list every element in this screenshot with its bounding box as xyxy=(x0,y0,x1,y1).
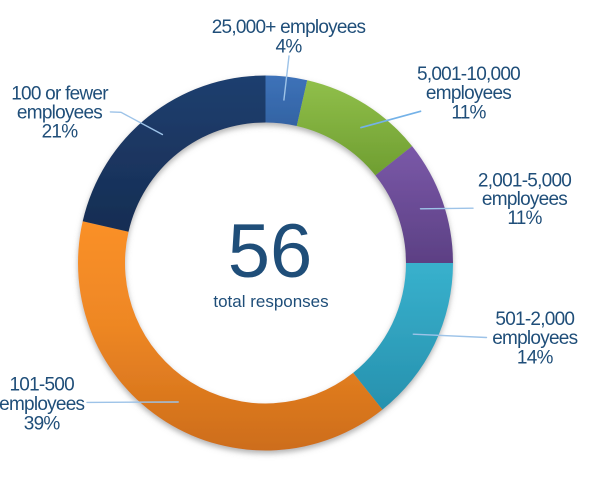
svg-text:5,001-10,000: 5,001-10,000 xyxy=(417,64,520,85)
svg-text:total responses: total responses xyxy=(213,292,328,311)
svg-text:11%: 11% xyxy=(507,208,542,229)
svg-text:2,001-5,000: 2,001-5,000 xyxy=(478,170,571,191)
svg-text:employees: employees xyxy=(482,189,567,210)
svg-text:501-2,000: 501-2,000 xyxy=(495,309,574,330)
svg-text:employees: employees xyxy=(0,394,85,415)
svg-text:21%: 21% xyxy=(42,121,79,142)
svg-text:25,000+ employees: 25,000+ employees xyxy=(212,17,366,38)
svg-text:11%: 11% xyxy=(451,102,486,123)
svg-text:4%: 4% xyxy=(276,37,303,58)
svg-text:employees: employees xyxy=(17,102,102,123)
svg-text:56: 56 xyxy=(228,209,313,294)
svg-text:100 or fewer: 100 or fewer xyxy=(11,83,109,104)
svg-text:101-500: 101-500 xyxy=(9,375,74,396)
svg-text:employees: employees xyxy=(426,83,511,104)
svg-text:39%: 39% xyxy=(24,413,61,434)
svg-text:employees: employees xyxy=(492,328,577,349)
svg-text:14%: 14% xyxy=(517,348,554,369)
